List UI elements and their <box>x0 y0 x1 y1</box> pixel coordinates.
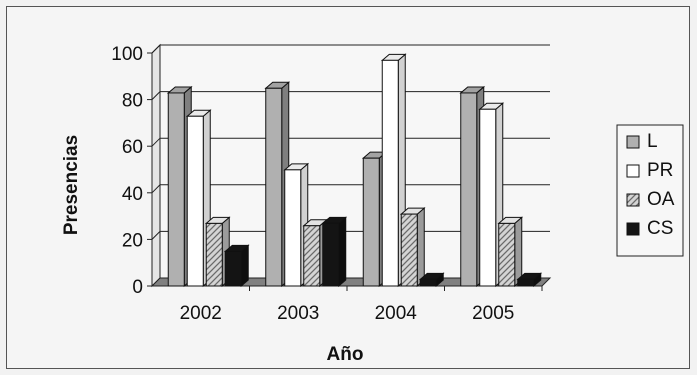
gridline <box>151 137 550 147</box>
y-tick-label: 60 <box>122 137 143 158</box>
bar-front <box>381 59 399 287</box>
bar-front <box>322 222 340 287</box>
bar-front <box>479 108 497 287</box>
x-tick-labels: 2002 2003 2004 2005 <box>180 286 543 324</box>
legend-swatch-cs <box>626 222 640 236</box>
bar-pr-2004 <box>380 53 407 288</box>
bar-cs-2003 <box>321 216 348 288</box>
bar-oa-2005 <box>497 216 524 288</box>
legend-swatch-pr <box>626 164 640 178</box>
legend-swatch-l <box>626 135 640 149</box>
x-axis-label: Año <box>327 344 364 365</box>
bar-front <box>303 225 321 287</box>
bar-front <box>362 157 380 287</box>
bar-front <box>186 115 204 287</box>
y-tick-label: 20 <box>122 230 143 251</box>
bars <box>166 53 543 288</box>
bar-cs-2005 <box>516 272 543 288</box>
x-tick-label: 2003 <box>277 303 319 324</box>
y-tick-label: 40 <box>122 184 143 205</box>
gridline <box>151 184 550 194</box>
bar-pr-2005 <box>478 102 505 288</box>
y-tick-labels: 0 20 40 60 80 100 <box>111 44 143 298</box>
bar-front <box>498 222 516 287</box>
y-tick-label: 100 <box>111 44 143 65</box>
bar-front <box>460 92 478 287</box>
back-wall <box>160 45 550 278</box>
bar-front <box>167 92 185 287</box>
bar-front <box>205 222 223 287</box>
legend: L PR OA CS <box>616 124 684 257</box>
bar-front <box>517 278 535 287</box>
side-wall <box>151 43 161 288</box>
x-tick-label: 2002 <box>180 303 222 324</box>
bar-front <box>400 213 418 287</box>
bar-side <box>416 207 425 288</box>
y-tick-label: 80 <box>122 91 143 112</box>
bar-front <box>265 87 283 287</box>
y-axis-label: Presencias <box>61 135 82 235</box>
legend-label-l: L <box>647 131 658 152</box>
y-tick-label: 0 <box>132 277 143 298</box>
bar-side <box>240 244 249 288</box>
bar-front <box>419 278 437 287</box>
bar-front <box>224 250 242 287</box>
bar-cs-2004 <box>418 272 445 288</box>
legend-label-cs: CS <box>647 218 673 239</box>
bar-cs-2002 <box>223 244 250 288</box>
legend-swatch-oa <box>626 193 640 207</box>
legend-label-oa: OA <box>647 189 675 210</box>
chart-walls <box>150 43 552 288</box>
gridline <box>151 91 550 100</box>
bar-oa-2004 <box>399 207 426 288</box>
chart-frame: 0 20 40 60 80 100 2002 2003 2004 2005 Presencias… <box>6 6 690 369</box>
gridline <box>151 44 550 54</box>
x-tick-label: 2004 <box>375 303 418 324</box>
legend-label-pr: PR <box>647 160 673 181</box>
bar-side <box>514 216 523 288</box>
chart-svg: 0 20 40 60 80 100 2002 2003 2004 2005 Presencias… <box>61 43 684 365</box>
bar-side <box>338 216 347 288</box>
x-tick-label: 2005 <box>472 303 514 324</box>
bar-front <box>284 169 302 287</box>
